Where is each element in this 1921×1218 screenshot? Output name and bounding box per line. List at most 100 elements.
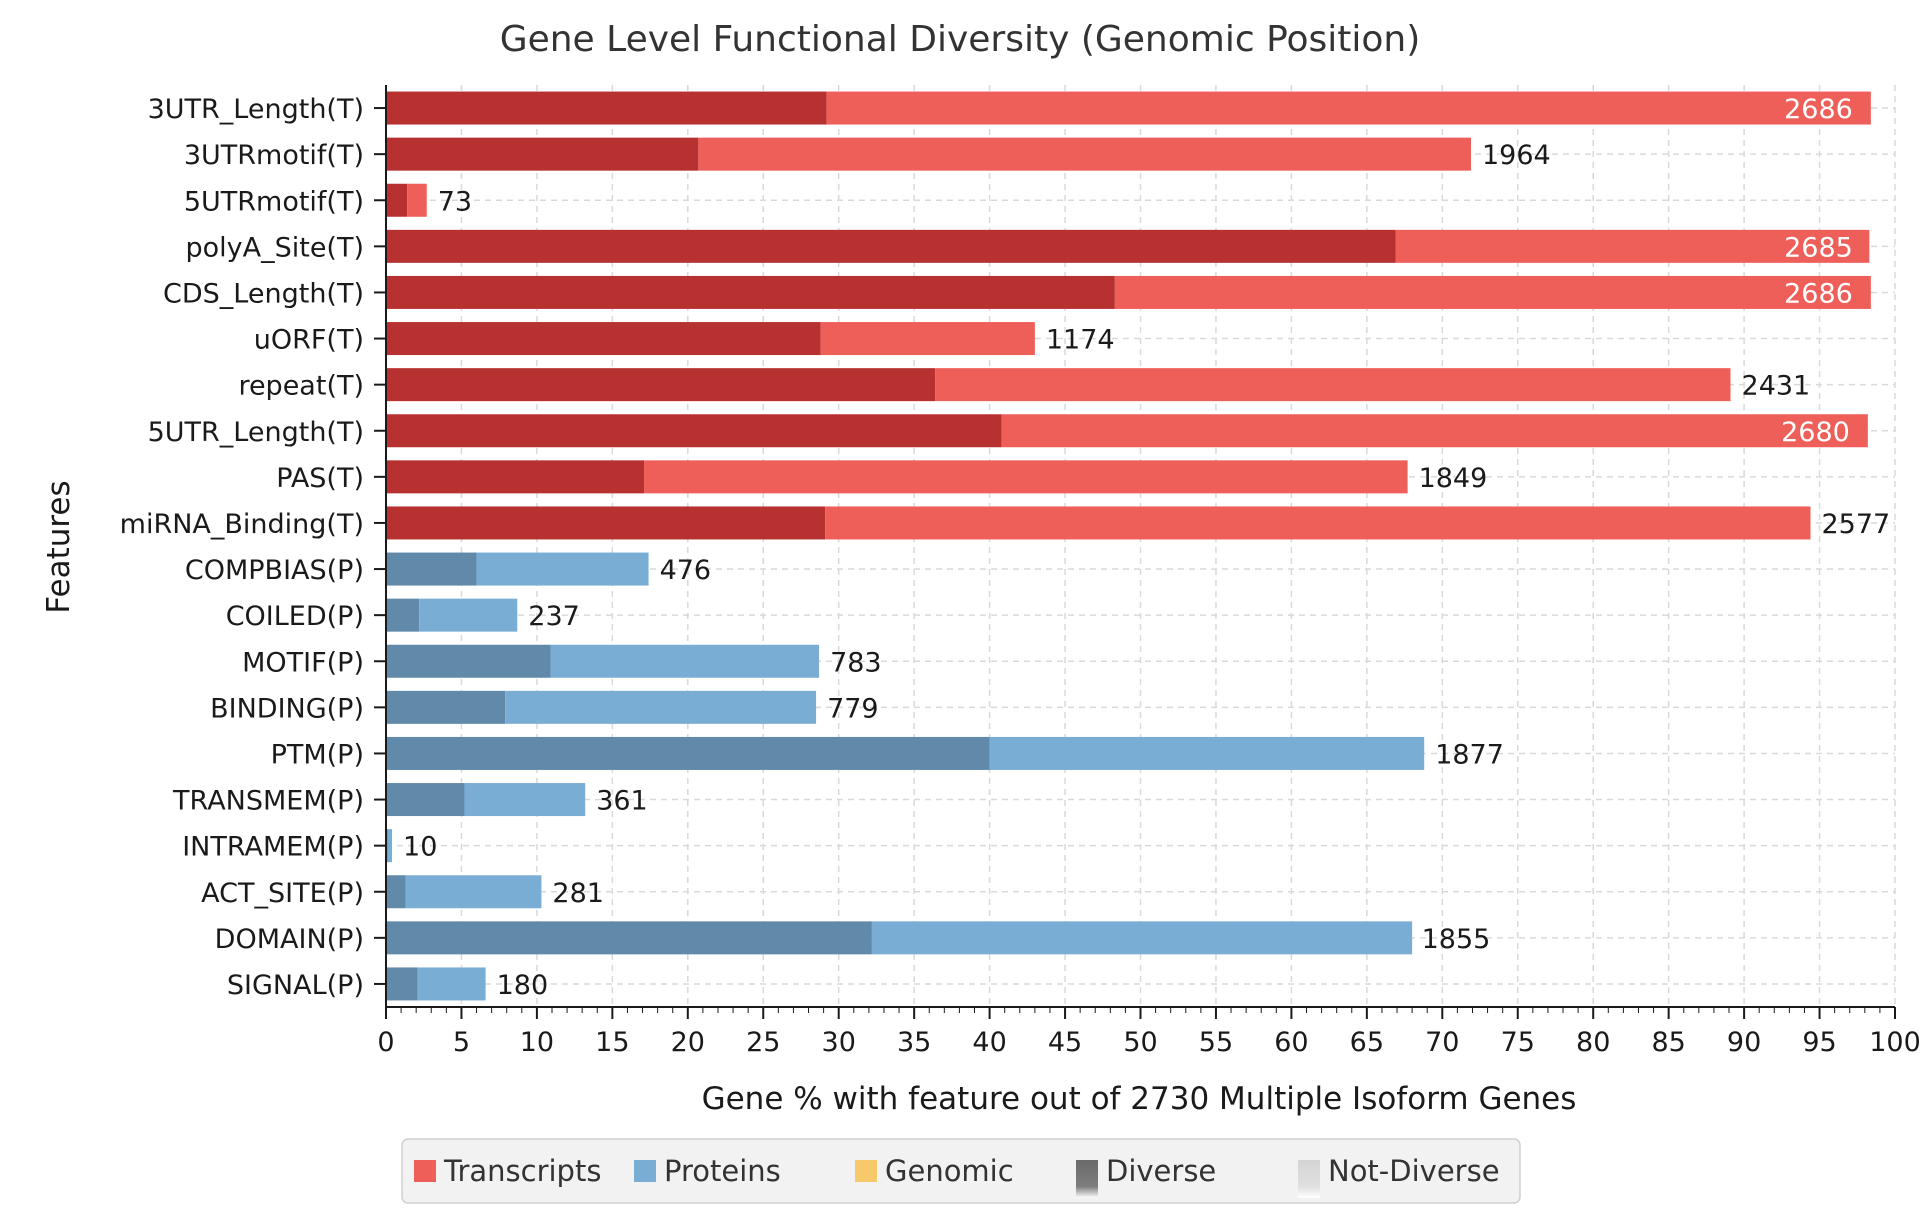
y-tick-label: BINDING(P)	[210, 693, 364, 724]
legend-swatch	[1298, 1160, 1320, 1198]
x-tick-label: 30	[822, 1027, 856, 1058]
x-tick-label: 40	[972, 1027, 1006, 1058]
data-label: 10	[403, 832, 437, 863]
y-tick-label: PTM(P)	[271, 739, 364, 770]
data-label: 783	[830, 647, 882, 678]
bar-diverse	[386, 644, 551, 678]
x-tick-label: 85	[1651, 1027, 1685, 1058]
legend-swatch	[1076, 1160, 1098, 1198]
legend-label: Diverse	[1106, 1154, 1216, 1188]
bar-not-diverse	[405, 875, 542, 909]
data-label: 2685	[1784, 232, 1853, 263]
data-label: 237	[528, 601, 580, 632]
x-tick-label: 25	[746, 1027, 780, 1058]
x-tick-label: 45	[1048, 1027, 1082, 1058]
bar-diverse	[386, 91, 827, 125]
data-label: 779	[827, 693, 879, 724]
legend: Transcripts Proteins Genomic Diverse Not-Div…	[401, 1138, 1521, 1204]
bar-not-diverse	[387, 829, 393, 863]
bar-diverse	[386, 183, 408, 217]
bar-not-diverse	[476, 552, 649, 586]
bar-diverse	[386, 414, 1002, 448]
x-tick-label: 80	[1576, 1027, 1610, 1058]
data-label: 1964	[1482, 140, 1551, 171]
x-tick-label: 0	[377, 1027, 394, 1058]
y-tick-label: 5UTRmotif(T)	[184, 186, 364, 217]
data-label: 2431	[1742, 371, 1811, 402]
bar-diverse	[386, 506, 826, 540]
y-tick-label: COMPBIAS(P)	[185, 555, 364, 586]
bar-diverse	[386, 368, 936, 402]
bar-diverse	[386, 875, 406, 909]
bar-not-diverse	[871, 921, 1413, 955]
bar-not-diverse	[1001, 414, 1868, 448]
grid-lines	[386, 85, 1896, 1007]
bar-not-diverse	[419, 598, 518, 632]
x-tick-label: 90	[1727, 1027, 1761, 1058]
data-label: 2680	[1781, 417, 1850, 448]
bar-diverse	[386, 137, 699, 171]
x-tick-label: 65	[1350, 1027, 1384, 1058]
legend-label: Proteins	[664, 1154, 781, 1188]
x-tick-label: 50	[1123, 1027, 1157, 1058]
bar-not-diverse	[935, 368, 1731, 402]
x-tick-label: 75	[1501, 1027, 1535, 1058]
bar-diverse	[386, 967, 418, 1001]
bar-not-diverse	[826, 91, 1871, 125]
legend-label: Transcripts	[443, 1154, 601, 1188]
data-label: 2686	[1784, 94, 1853, 125]
bar-not-diverse	[825, 506, 1811, 540]
bar-not-diverse	[698, 137, 1471, 171]
bar-not-diverse	[989, 736, 1425, 770]
x-tick-label: 5	[453, 1027, 470, 1058]
y-tick-label: 3UTRmotif(T)	[184, 140, 364, 171]
bar-not-diverse	[407, 183, 427, 217]
x-tick-label: 35	[897, 1027, 931, 1058]
data-label: 2686	[1784, 278, 1853, 309]
y-tick-label: ACT_SITE(P)	[201, 878, 364, 909]
bar-not-diverse	[1395, 229, 1870, 263]
x-axis-label: Gene % with feature out of 2730 Multiple…	[702, 1081, 1577, 1117]
y-tick-label: 3UTR_Length(T)	[148, 94, 364, 125]
y-tick-label: 5UTR_Length(T)	[148, 417, 364, 448]
x-tick-label: 10	[520, 1027, 554, 1058]
bar-diverse	[386, 921, 872, 955]
y-tick-label: DOMAIN(P)	[215, 924, 364, 955]
data-label: 281	[552, 878, 604, 909]
bar-diverse	[386, 783, 465, 817]
legend-label: Genomic	[885, 1154, 1014, 1188]
bar-diverse	[386, 690, 506, 724]
legend-swatch	[414, 1160, 436, 1182]
bar-diverse	[386, 322, 821, 356]
bar-not-diverse	[417, 967, 486, 1001]
bar-not-diverse	[820, 322, 1035, 356]
bar-not-diverse	[464, 783, 586, 817]
legend-label: Not-Diverse	[1328, 1154, 1500, 1188]
bar-not-diverse	[644, 460, 1408, 494]
y-tick-label: repeat(T)	[238, 371, 364, 402]
bar-diverse	[386, 736, 990, 770]
data-label: 2577	[1821, 509, 1890, 540]
bar-not-diverse	[505, 690, 817, 724]
data-label: 1174	[1046, 325, 1115, 356]
bar-not-diverse	[550, 644, 820, 678]
x-tick-label: 100	[1869, 1027, 1921, 1058]
y-tick-label: COILED(P)	[226, 601, 364, 632]
bar-diverse	[386, 229, 1396, 263]
y-tick-label: INTRAMEM(P)	[182, 832, 364, 863]
data-label: 1877	[1435, 739, 1504, 770]
x-tick-label: 15	[595, 1027, 629, 1058]
data-label: 73	[438, 186, 472, 217]
data-label: 361	[596, 786, 648, 817]
data-label: 1849	[1419, 463, 1488, 494]
data-label: 476	[660, 555, 712, 586]
data-label: 180	[497, 970, 549, 1001]
x-tick-label: 20	[671, 1027, 705, 1058]
y-tick-label: miRNA_Binding(T)	[120, 509, 364, 540]
y-axis-label: Features	[41, 480, 77, 613]
x-tick-label: 95	[1802, 1027, 1836, 1058]
y-tick-label: TRANSMEM(P)	[172, 786, 364, 817]
bar-diverse	[386, 460, 645, 494]
y-tick-label: CDS_Length(T)	[163, 278, 364, 309]
